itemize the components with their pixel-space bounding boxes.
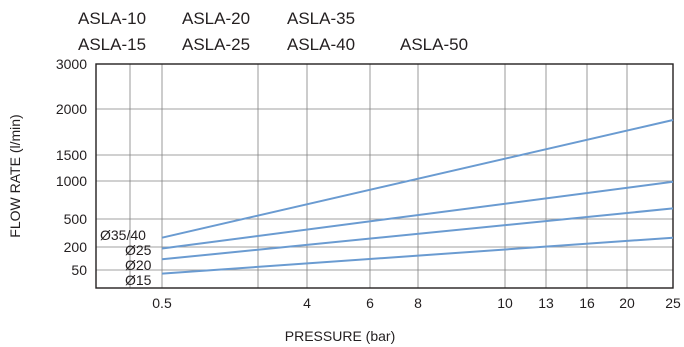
x-tick-label: 0.5	[152, 295, 172, 311]
x-tick-label: 20	[619, 295, 635, 311]
y-tick-label: 500	[64, 211, 88, 227]
series-line	[161, 119, 674, 239]
chart-grid	[96, 64, 673, 288]
y-tick-label: 50	[71, 262, 87, 278]
model-label: ASLA-40	[287, 35, 355, 54]
x-axis-label: PRESSURE (bar)	[285, 328, 395, 344]
x-tick-label: 8	[414, 295, 422, 311]
model-label: ASLA-10	[78, 9, 146, 28]
model-list: ASLA-10 ASLA-20 ASLA-35 ASLA-15 ASLA-25 …	[78, 9, 468, 54]
x-tick-label: 6	[366, 295, 374, 311]
model-label: ASLA-50	[400, 35, 468, 54]
series-label: Ø15	[125, 272, 152, 288]
model-label: ASLA-25	[182, 35, 250, 54]
y-tick-label: 200	[64, 239, 88, 255]
y-tick-label: 1000	[56, 173, 87, 189]
model-label: ASLA-15	[78, 35, 146, 54]
x-tick-label: 10	[497, 295, 513, 311]
series-label: Ø35/40	[100, 227, 146, 243]
series-line	[161, 180, 674, 250]
chart-series	[161, 119, 674, 275]
y-tick-label: 2000	[56, 101, 87, 117]
model-label: ASLA-35	[287, 9, 355, 28]
series-labels: Ø35/40 Ø25 Ø20 Ø15	[100, 227, 152, 288]
model-label: ASLA-20	[182, 9, 250, 28]
x-tick-label: 4	[303, 295, 311, 311]
y-tick-label: 1500	[56, 147, 87, 163]
series-label: Ø20	[125, 257, 152, 273]
series-label: Ø25	[125, 242, 152, 258]
x-tick-label: 16	[579, 295, 595, 311]
y-tick-label: 3000	[56, 56, 87, 72]
y-axis-ticks: 3000 2000 1500 1000 500 200 50	[56, 56, 87, 278]
series-line	[161, 236, 674, 275]
x-tick-label: 13	[538, 295, 554, 311]
y-axis-label: FLOW RATE (l/min)	[7, 114, 23, 237]
x-tick-label: 25	[665, 295, 681, 311]
series-line	[161, 207, 674, 261]
plot-frame	[95, 63, 674, 289]
x-axis-ticks: 0.5 4 6 8 10 13 16 20 25	[152, 295, 681, 311]
